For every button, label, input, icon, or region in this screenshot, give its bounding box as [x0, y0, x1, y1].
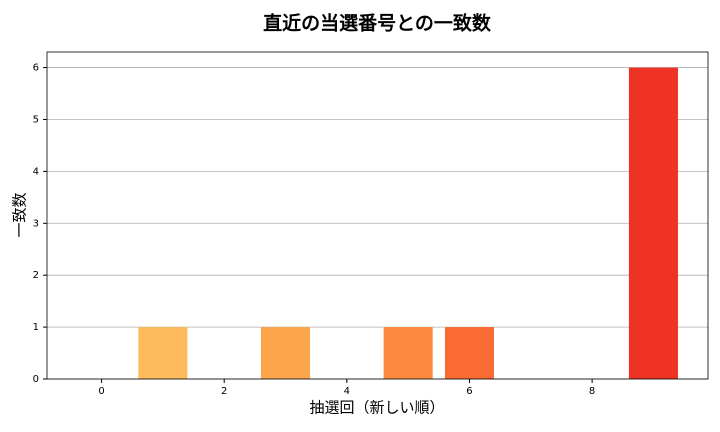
x-tick-label: 2 — [221, 386, 227, 397]
bar — [628, 67, 678, 380]
y-tick-label: 6 — [33, 63, 39, 74]
y-tick-label: 2 — [33, 270, 39, 281]
x-tick-label: 6 — [466, 386, 472, 397]
plot-frame — [46, 51, 709, 380]
y-tick-label: 1 — [33, 322, 39, 333]
chart-title: 直近の当選番号との一致数 — [263, 12, 492, 35]
x-axis-label: 抽選回（新しい順） — [309, 399, 444, 417]
x-tick-label: 4 — [344, 386, 350, 397]
x-tick-label: 0 — [98, 386, 104, 397]
y-tick-label: 5 — [33, 114, 39, 125]
bar — [260, 327, 311, 379]
y-tick-label: 4 — [33, 166, 39, 177]
y-tick-label: 0 — [33, 374, 39, 385]
y-axis-label: 一致数 — [11, 192, 29, 237]
bar — [444, 327, 495, 379]
bar — [383, 327, 433, 379]
x-tick-label: 8 — [589, 386, 595, 397]
bar — [138, 327, 188, 379]
y-tick-label: 3 — [33, 218, 39, 229]
